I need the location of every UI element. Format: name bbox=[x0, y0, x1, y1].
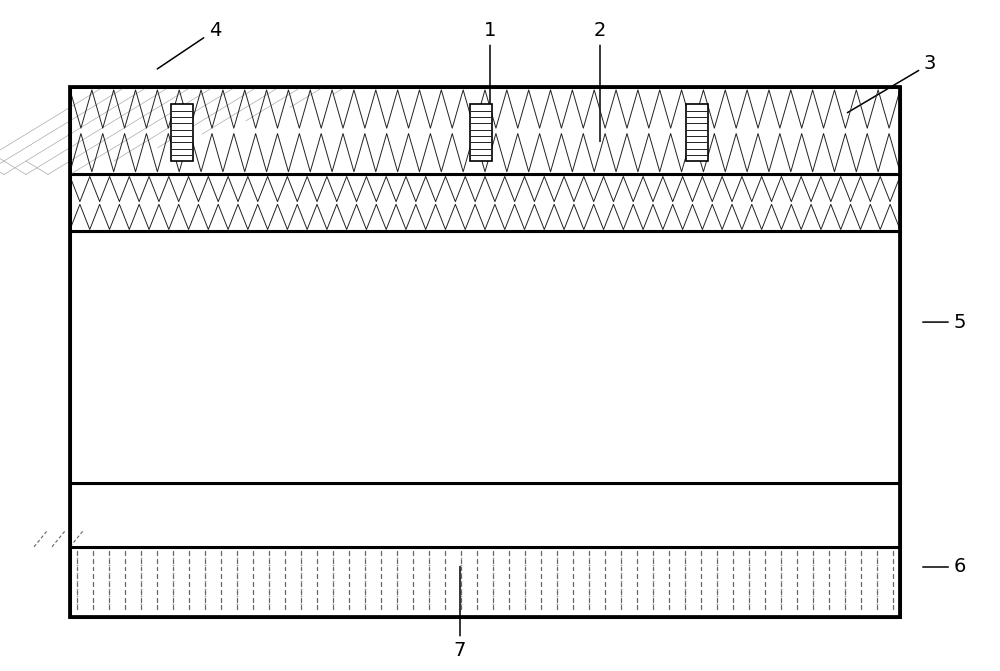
Text: 6: 6 bbox=[923, 558, 966, 576]
Bar bbox=[70, 174, 900, 231]
Bar bbox=[70, 483, 900, 547]
Bar bbox=[70, 231, 900, 483]
Text: 2: 2 bbox=[594, 21, 606, 142]
Bar bbox=[70, 87, 900, 174]
Text: 3: 3 bbox=[847, 54, 936, 113]
Text: 4: 4 bbox=[157, 21, 221, 69]
Bar bbox=[70, 87, 900, 617]
Text: 5: 5 bbox=[923, 313, 966, 331]
Bar bbox=[70, 547, 900, 617]
Text: 1: 1 bbox=[484, 21, 496, 108]
Text: 7: 7 bbox=[454, 566, 466, 660]
Bar bbox=[470, 105, 492, 162]
Bar bbox=[171, 105, 193, 162]
Bar bbox=[686, 105, 708, 162]
